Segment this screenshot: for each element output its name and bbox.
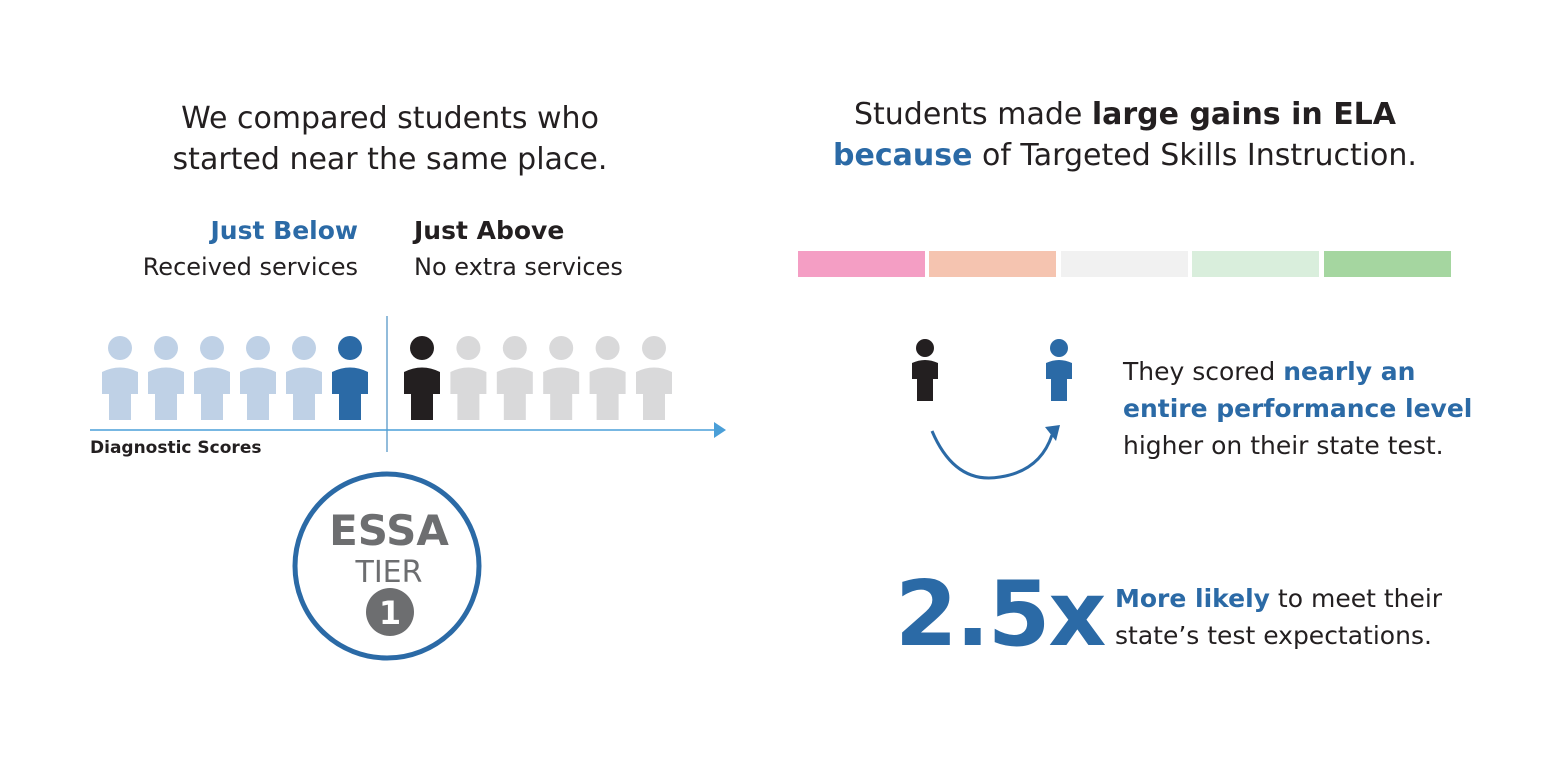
scored-bold1: nearly an (1283, 357, 1416, 386)
essa-tier-badge: ESSA TIER 1 (292, 471, 482, 661)
student-icon-below (148, 336, 184, 420)
right-heading-line1: Students made large gains in ELA (760, 94, 1490, 135)
gain-illustration (912, 339, 1072, 480)
student-icon-above (450, 336, 487, 420)
scale-segment (1324, 251, 1451, 277)
blue-student-icon (1046, 339, 1072, 401)
scored-text: They scored nearly an entire performance… (1123, 353, 1472, 464)
just-below-title: Just Below (210, 216, 359, 245)
likely-line2: state’s test expectations. (1115, 621, 1432, 650)
badge-number-text: 1 (379, 594, 401, 632)
left-heading-line2: started near the same place. (172, 142, 608, 177)
scale-segment (929, 251, 1056, 277)
gain-arrow-curve (930, 430, 1054, 480)
student-icon-below (102, 336, 138, 420)
likely-text: More likely to meet their state’s test e… (1115, 580, 1442, 654)
just-above-title: Just Above (414, 216, 565, 245)
student-icon-above (496, 336, 533, 420)
right-heading: Students made large gains in ELA because… (760, 94, 1490, 176)
scale-segment (798, 251, 925, 277)
left-heading: We compared students who started near th… (110, 98, 670, 180)
student-icon-above (543, 336, 580, 420)
student-icon-highlight-above (404, 336, 440, 420)
heading-because: because (833, 138, 973, 173)
student-icon-highlight-below (332, 336, 368, 420)
scored-line1: They scored nearly an (1123, 353, 1472, 390)
student-icon-above (589, 336, 626, 420)
axis-arrow-icon (714, 422, 726, 438)
student-icon-below (240, 336, 276, 420)
gain-arrow-head-icon (1045, 425, 1060, 441)
student-icon-above (636, 336, 672, 420)
just-below-subtitle: Received services (142, 253, 358, 281)
dark-student-icon (912, 339, 938, 401)
scale-segment (1192, 251, 1319, 277)
badge-essa-text: ESSA (329, 506, 449, 555)
badge-tier-text: TIER (355, 555, 423, 590)
stat-multiplier: 2.5x (895, 562, 1106, 667)
heading-pre: Students made (853, 97, 1092, 132)
student-icon-below (194, 336, 230, 420)
just-above-subtitle: No extra services (414, 253, 623, 281)
likely-line1: More likely to meet their (1115, 580, 1442, 617)
left-heading-line1: We compared students who (181, 101, 599, 136)
badge-number-circle (366, 588, 414, 636)
right-heading-line2: because of Targeted Skills Instruction. (760, 135, 1490, 176)
scale-segment (1061, 251, 1188, 277)
student-icon-below (286, 336, 322, 420)
likely-bold: More likely (1115, 584, 1270, 613)
diagnostic-scores-label: Diagnostic Scores (90, 438, 262, 458)
badge-ring (292, 471, 482, 661)
scored-pre: They scored (1123, 357, 1284, 386)
heading-post: of Targeted Skills Instruction. (972, 138, 1417, 173)
scored-line3: higher on their state test. (1123, 431, 1444, 460)
likely-rest: to meet their (1269, 584, 1443, 613)
heading-bold: large gains in ELA (1091, 97, 1397, 132)
scored-line2: entire performance level (1123, 394, 1473, 423)
